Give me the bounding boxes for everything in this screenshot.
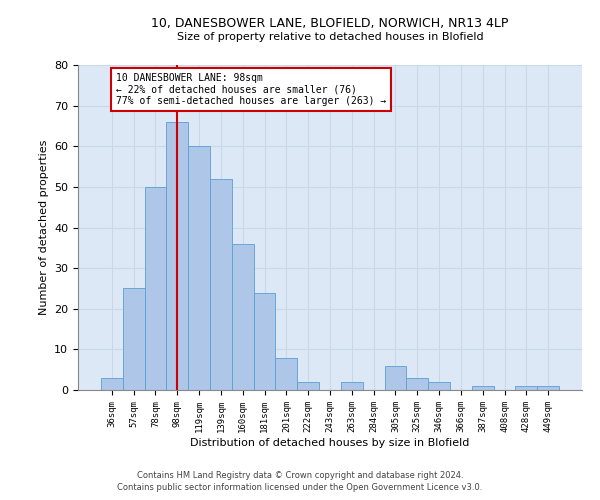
Text: 10 DANESBOWER LANE: 98sqm
← 22% of detached houses are smaller (76)
77% of semi-: 10 DANESBOWER LANE: 98sqm ← 22% of detac…: [116, 73, 386, 106]
Bar: [537, 386, 559, 390]
Text: Size of property relative to detached houses in Blofield: Size of property relative to detached ho…: [176, 32, 484, 42]
Bar: [123, 288, 145, 390]
Text: Contains HM Land Registry data © Crown copyright and database right 2024.: Contains HM Land Registry data © Crown c…: [137, 471, 463, 480]
Bar: [101, 378, 123, 390]
Text: Contains public sector information licensed under the Open Government Licence v3: Contains public sector information licen…: [118, 484, 482, 492]
Bar: [472, 386, 494, 390]
Bar: [145, 187, 166, 390]
X-axis label: Distribution of detached houses by size in Blofield: Distribution of detached houses by size …: [190, 438, 470, 448]
Bar: [428, 382, 450, 390]
Bar: [297, 382, 319, 390]
Bar: [275, 358, 297, 390]
Bar: [254, 292, 275, 390]
Bar: [341, 382, 363, 390]
Text: 10, DANESBOWER LANE, BLOFIELD, NORWICH, NR13 4LP: 10, DANESBOWER LANE, BLOFIELD, NORWICH, …: [151, 18, 509, 30]
Bar: [188, 146, 210, 390]
Bar: [210, 179, 232, 390]
Bar: [232, 244, 254, 390]
Y-axis label: Number of detached properties: Number of detached properties: [38, 140, 49, 315]
Bar: [406, 378, 428, 390]
Bar: [385, 366, 406, 390]
Bar: [166, 122, 188, 390]
Bar: [515, 386, 537, 390]
